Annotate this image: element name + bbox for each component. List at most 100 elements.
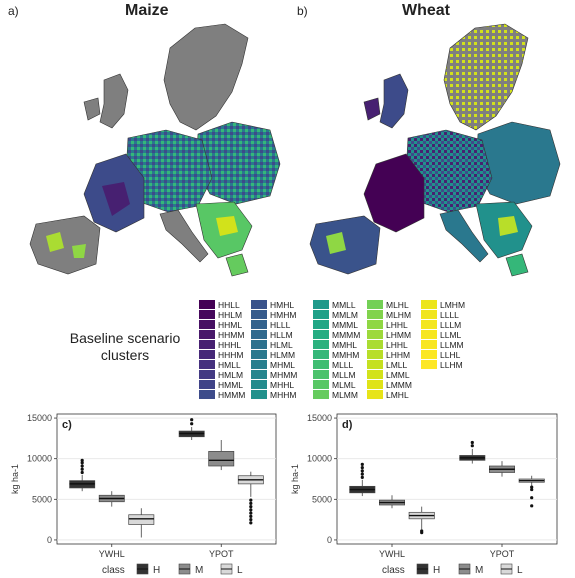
legend-swatch — [421, 320, 437, 329]
legend-item: LLMM — [421, 340, 464, 350]
legend-item: HMHL — [251, 300, 294, 310]
legend-label: MHHM — [270, 390, 297, 400]
legend-swatch — [313, 360, 329, 369]
box-L — [128, 514, 155, 525]
legend-swatch — [421, 360, 437, 369]
y-tick-label: 15000 — [307, 413, 332, 423]
legend-swatch — [313, 320, 329, 329]
outlier-point — [249, 518, 253, 522]
outlier-point — [80, 458, 84, 462]
legend-label: MMML — [332, 320, 358, 330]
legend-item: HLLM — [251, 330, 293, 340]
legend-item: HMLL — [199, 360, 241, 370]
legend-label: HLMM — [270, 350, 296, 360]
legend-label: LLMM — [440, 340, 464, 350]
legend-label: LLLM — [440, 320, 462, 330]
legend-swatch — [199, 300, 215, 309]
legend-class-title: class — [382, 565, 405, 576]
legend-swatch — [367, 320, 383, 329]
wheat-scandinavia-shape — [443, 23, 529, 131]
legend-label: LMML — [386, 370, 410, 380]
legend-label: HMHL — [270, 300, 295, 310]
legend-label: HHLM — [218, 310, 243, 320]
legend-swatch — [367, 380, 383, 389]
legend-swatch — [251, 360, 267, 369]
legend-item: HMLM — [199, 370, 243, 380]
legend-label: HLLM — [270, 330, 293, 340]
panel-c-tag: c) — [62, 419, 72, 431]
legend-swatch — [367, 330, 383, 339]
legend-item: MHML — [251, 360, 295, 370]
legend-label: MMHL — [332, 340, 358, 350]
legend-swatch — [313, 390, 329, 399]
legend-label: HLLL — [270, 320, 291, 330]
legend-item: LHHL — [367, 340, 408, 350]
legend-key-label: H — [433, 565, 440, 576]
legend-label: LHHM — [386, 350, 411, 360]
legend-label: LLHM — [440, 360, 463, 370]
legend-item: LLML — [421, 330, 461, 340]
maize-greece-shape — [225, 253, 249, 277]
outlier-point — [360, 469, 364, 473]
legend-item: LMLL — [367, 360, 407, 370]
y-tick-label: 5000 — [312, 494, 332, 504]
legend-item: HMML — [199, 380, 243, 390]
legend-item: HLML — [251, 340, 293, 350]
legend-swatch — [421, 350, 437, 359]
legend-swatch — [251, 390, 267, 399]
y-tick-label: 0 — [327, 535, 332, 545]
legend-item: LMHM — [421, 300, 465, 310]
legend-title: Baseline scenario clusters — [69, 330, 181, 363]
wheat-map-title: Wheat — [402, 2, 450, 19]
panel-b-tag: b) — [297, 4, 308, 18]
legend-item: MHHL — [251, 380, 294, 390]
legend-swatch — [313, 370, 329, 379]
legend-label: MMMM — [332, 330, 361, 340]
legend-item: MHHM — [251, 390, 296, 400]
legend-swatch — [367, 370, 383, 379]
legend-swatch — [251, 370, 267, 379]
maize-italy-shape — [159, 209, 209, 263]
y-tick-label: 5000 — [32, 494, 52, 504]
legend-swatch — [421, 300, 437, 309]
legend-swatch — [367, 300, 383, 309]
outlier-point — [80, 464, 84, 468]
legend-label: MLHM — [386, 310, 412, 320]
legend-item: MLML — [313, 380, 356, 390]
outlier-point — [80, 470, 84, 475]
legend-item: LLHL — [421, 350, 460, 360]
legend-key-label: H — [153, 565, 160, 576]
outlier-point — [420, 529, 424, 533]
legend-label: HLML — [270, 340, 293, 350]
legend-item: MMML — [313, 320, 358, 330]
legend-swatch — [367, 310, 383, 319]
legend-item: LHMM — [367, 330, 411, 340]
legend-item: HHLM — [199, 310, 242, 320]
box-M — [208, 451, 235, 467]
legend-swatch — [199, 330, 215, 339]
legend-swatch — [313, 380, 329, 389]
x-tick-label: YPOT — [209, 549, 234, 559]
wheat-map — [309, 23, 561, 277]
legend-label: HMLM — [218, 370, 244, 380]
legend-swatch — [199, 320, 215, 329]
wheat-greece-shape — [505, 253, 529, 277]
outlier-point — [530, 504, 534, 508]
legend-label: LLML — [440, 330, 462, 340]
outlier-point — [360, 466, 364, 470]
legend-label: HHHL — [218, 340, 242, 350]
legend-item: MMHL — [313, 340, 357, 350]
legend-label: MHML — [270, 360, 296, 370]
wheat-east-europe-shape — [475, 121, 561, 205]
legend-label: HHML — [218, 320, 243, 330]
maize-iberia-shape — [29, 215, 101, 275]
cluster-legend: HHLL HHLM HHML HHMM HHHL HHHM HMLL HMLM HMML HMMM… — [199, 300, 465, 400]
boxplot-d: 0 5000 10000 15000 kg ha-1 YWHL YPOT class H M Ld) — [290, 413, 558, 576]
legend-swatch — [367, 340, 383, 349]
outlier-point — [470, 440, 474, 445]
legend-swatch — [367, 360, 383, 369]
wheat-france-shape — [363, 153, 425, 233]
legend-key-label: M — [475, 565, 483, 576]
legend-item: HHMM — [199, 330, 244, 340]
legend-label: MHMM — [270, 370, 298, 380]
